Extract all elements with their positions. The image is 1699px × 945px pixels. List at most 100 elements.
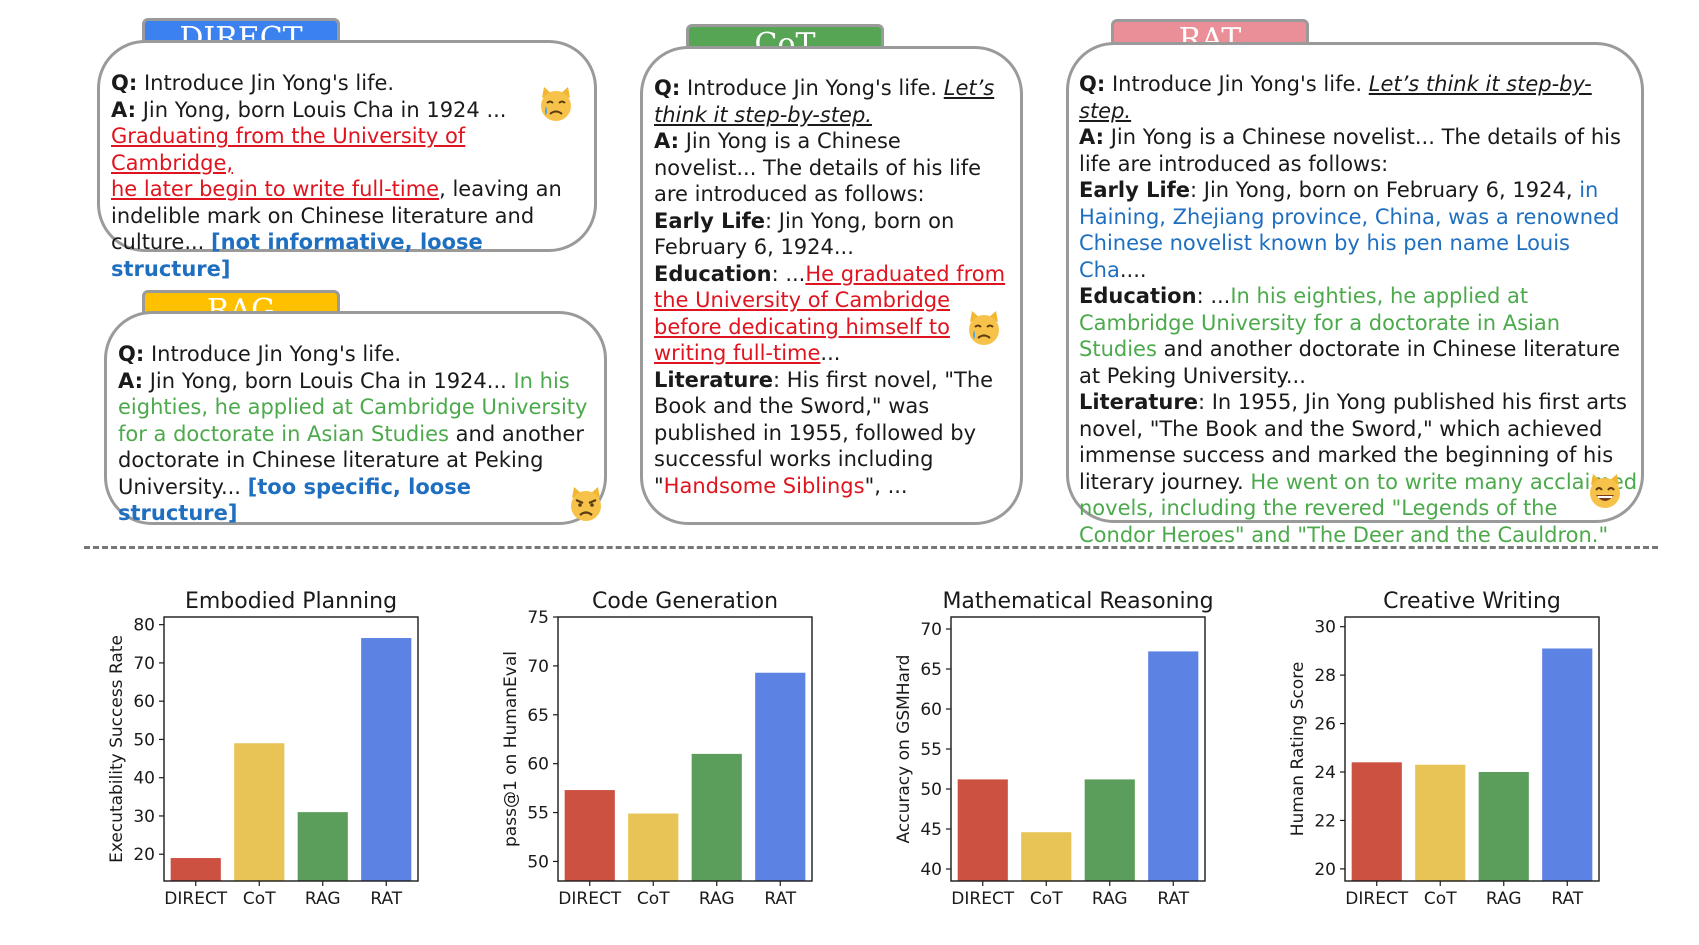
direct-panel <box>97 40 597 252</box>
cot-wrong-title: Handsome Siblings <box>663 473 865 498</box>
crying-cat-icon <box>541 87 571 121</box>
cot-prompt: Let’s think it step-by-step. <box>654 76 995 127</box>
rat-text: Q: Introduce Jin Yong's life. Let’s thin… <box>1079 71 1639 548</box>
chart-svg: Mathematical Reasoning DIRECT CoT RAG RAT 40 4… <box>894 589 1214 909</box>
y-tick-label: 22 <box>1314 811 1336 831</box>
direct-a-prefix: A: <box>111 97 137 122</box>
rat-early-life-end: .... <box>1119 257 1147 282</box>
rag-retrieved-fact: In his eighties, he applied at Cambridge… <box>118 368 588 446</box>
x-tick-label: RAT <box>764 889 796 909</box>
plot-frame <box>1344 616 1600 882</box>
plot-frame <box>557 616 813 882</box>
direct-q-prefix: Q: <box>111 71 138 95</box>
rat-retrieved-education: In his eighties, he applied at Cambridge… <box>1079 284 1561 361</box>
y-tick-label: 70 <box>920 620 942 640</box>
y-tick-label: 30 <box>1314 618 1336 638</box>
rat-a-prefix: A: <box>1079 125 1105 149</box>
bar-rag <box>691 753 742 881</box>
y-tick-label: 45 <box>920 820 942 840</box>
rat-q-prefix: Q: <box>1079 72 1106 96</box>
rag-answer: Jin Yong, born Louis Cha in 1924... <box>149 368 507 393</box>
cot-panel <box>640 46 1023 525</box>
direct-answer: Jin Yong, born Louis Cha in 1924 ... <box>142 97 507 122</box>
bar-rat <box>361 638 412 881</box>
rag-panel <box>104 311 607 525</box>
direct-hallucination-2: he later begin to write full-time <box>111 177 440 201</box>
rat-retrieved-literature: He went on to write many acclaimed novel… <box>1079 469 1638 547</box>
x-tick-label: RAG <box>699 889 735 909</box>
bar-rag <box>1478 772 1529 881</box>
y-tick-label: 80 <box>133 616 155 636</box>
x-tick-label: DIRECT <box>164 889 228 909</box>
chart-svg: Embodied Planning DIRECT CoT RAG RAT 20 30 40 50… <box>107 589 419 909</box>
y-tick-label: 65 <box>920 660 942 680</box>
chart-code-generation: Code Generation DIRECT CoT RAG RAT 50 55 60 65 70… <box>484 575 864 945</box>
bar-direct <box>957 779 1008 881</box>
bar-direct <box>564 790 615 881</box>
cot-early-life-label: Early Life <box>654 208 766 233</box>
rag-q-prefix: Q: <box>118 342 145 366</box>
rat-literature-label: Literature <box>1079 390 1198 414</box>
y-tick-label: 50 <box>133 730 155 750</box>
y-tick-label: 20 <box>1314 860 1336 880</box>
cot-question: Introduce Jin Yong's life. <box>686 76 938 100</box>
rat-prompt: Let’s think it step-by-step. <box>1079 72 1592 123</box>
y-tick-label: 60 <box>527 755 549 775</box>
direct-question: Introduce Jin Yong's life. <box>143 71 395 95</box>
cot-education-text: : ... <box>771 261 806 286</box>
rat-education-end: and another doctorate in Chinese literat… <box>1079 337 1621 388</box>
y-tick-label: 60 <box>920 700 942 720</box>
y-tick-label: 24 <box>1314 763 1336 783</box>
bar-rat <box>755 672 806 881</box>
bar-cot <box>628 813 679 881</box>
pouting-cat-icon <box>571 487 601 521</box>
y-tick-label: 70 <box>527 657 549 677</box>
x-tick-label: CoT <box>1424 889 1457 909</box>
cot-literature-end: ", ... <box>864 473 908 498</box>
rat-education-text: : ... <box>1196 284 1231 308</box>
crying-cat-icon <box>969 311 999 345</box>
y-tick-label: 40 <box>920 860 942 880</box>
chart-creative-writing: Creative Writing DIRECT CoT RAG RAT 20 22 24 26 2… <box>1271 575 1651 945</box>
bar-direct <box>170 858 221 881</box>
x-tick-label: CoT <box>637 889 670 909</box>
y-tick-label: 55 <box>920 740 942 760</box>
bar-cot <box>234 743 285 881</box>
y-axis-label: Executability Success Rate <box>107 635 127 863</box>
bar-rat <box>1542 648 1593 881</box>
x-tick-label: DIRECT <box>951 889 1015 909</box>
x-tick-label: RAT <box>1551 889 1583 909</box>
rag-question: Introduce Jin Yong's life. <box>150 342 402 366</box>
cot-education-label: Education <box>654 261 772 286</box>
rat-literature-text: : In 1955, Jin Yong published his first … <box>1079 390 1627 494</box>
y-tick-label: 20 <box>133 845 155 865</box>
x-tick-label: RAT <box>370 889 402 909</box>
chart-title: Embodied Planning <box>185 589 397 614</box>
y-tick-label: 60 <box>133 692 155 712</box>
cot-literature-label: Literature <box>654 367 773 392</box>
grinning-cat-icon <box>1590 474 1620 508</box>
chart-title: Code Generation <box>592 589 778 614</box>
cot-literature-text: : His first novel, "The Book and the Swo… <box>654 367 994 498</box>
cot-q-prefix: Q: <box>654 76 681 100</box>
y-axis-label: Human Rating Score <box>1288 662 1308 837</box>
x-tick-label: CoT <box>1030 889 1063 909</box>
plot-frame <box>950 616 1206 882</box>
bar-cot <box>1415 764 1466 881</box>
bar-direct <box>1351 762 1402 881</box>
y-tick-label: 28 <box>1314 666 1336 686</box>
cot-hallucination: He graduated from the University of Camb… <box>654 261 1006 366</box>
direct-answer-rest: , leaving an indelible mark on Chinese l… <box>111 177 562 254</box>
bar-cot <box>1021 832 1072 881</box>
bar-rag <box>297 812 348 881</box>
chart-title: Creative Writing <box>1383 589 1561 614</box>
y-tick-label: 30 <box>133 807 155 827</box>
x-tick-label: RAT <box>1157 889 1189 909</box>
x-tick-label: RAG <box>1092 889 1128 909</box>
rag-a-prefix: A: <box>118 368 144 393</box>
y-axis-label: pass@1 on HumanEval <box>501 651 521 847</box>
bar-rat <box>1148 651 1199 881</box>
y-tick-label: 40 <box>133 769 155 789</box>
chart-svg: Code Generation DIRECT CoT RAG RAT 50 55 60 65 70… <box>501 589 813 909</box>
chart-title: Mathematical Reasoning <box>942 589 1213 614</box>
